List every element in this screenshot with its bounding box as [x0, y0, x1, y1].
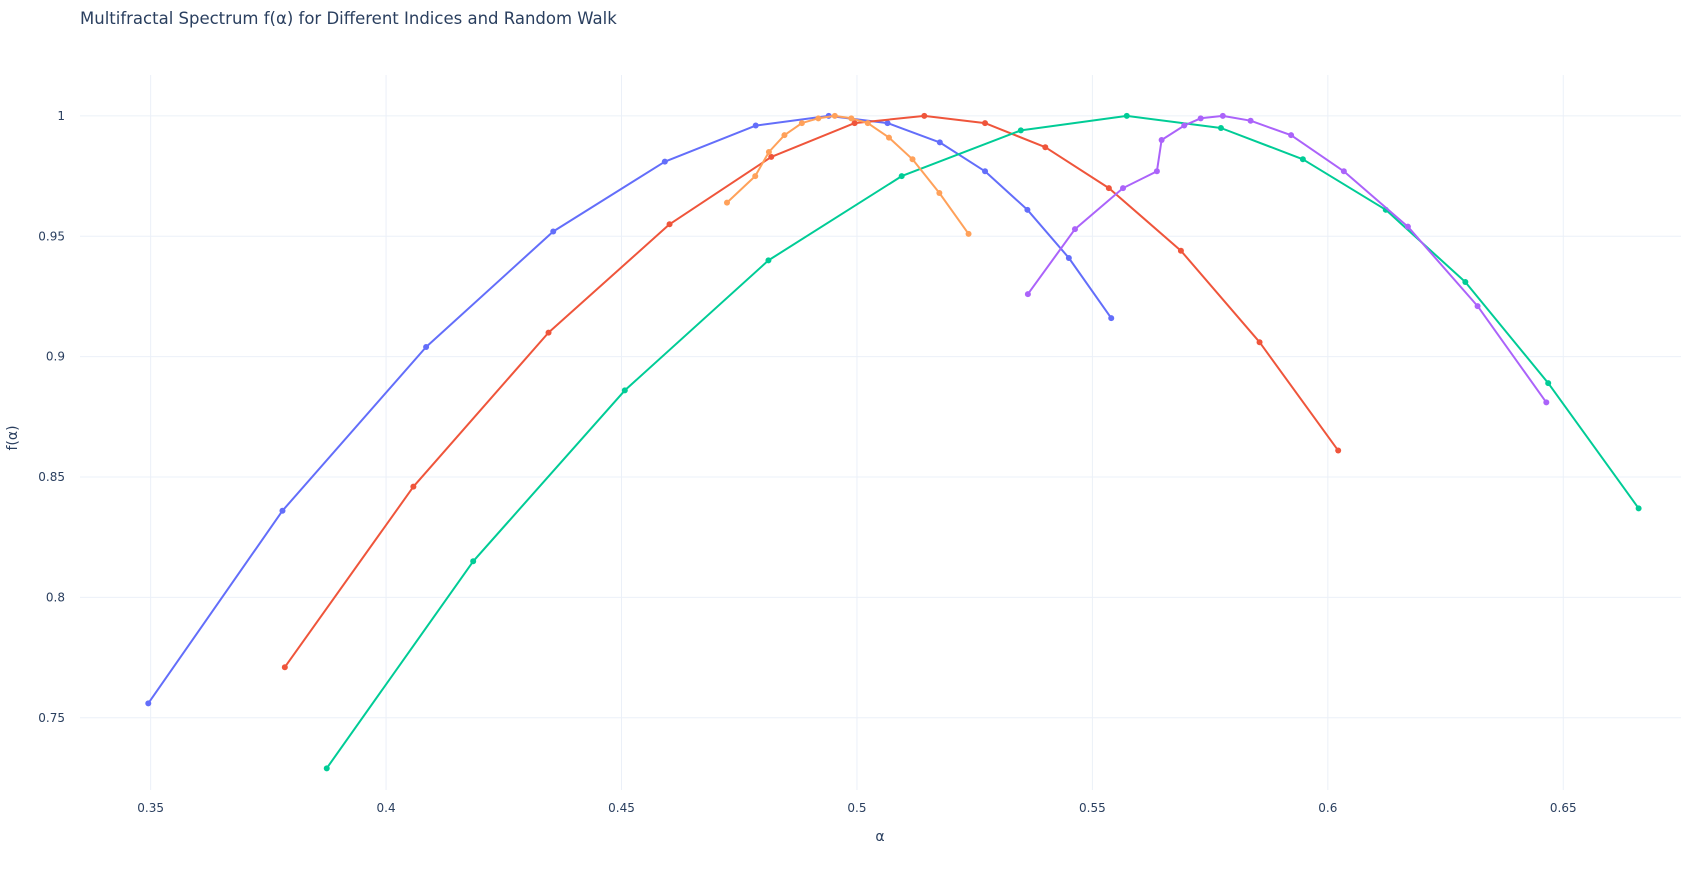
series-1 [145, 112, 1115, 707]
data-point [281, 664, 288, 671]
data-point [1299, 156, 1306, 163]
chart-title: Multifractal Spectrum f(α) for Different… [80, 9, 617, 28]
data-point [781, 132, 788, 139]
data-point [831, 112, 838, 119]
data-point [1108, 315, 1115, 322]
data-point [723, 199, 730, 206]
data-point [936, 139, 943, 146]
data-point [752, 173, 759, 180]
data-point [1042, 144, 1049, 151]
y-tick-label: 0.95 [38, 229, 65, 243]
data-point [1219, 112, 1226, 119]
grid [80, 75, 1681, 790]
data-point [1404, 223, 1411, 230]
data-point [1340, 168, 1347, 175]
data-point [864, 120, 871, 127]
y-axis-title: f(α) [5, 425, 21, 450]
series-line [147, 114, 1113, 704]
data-point [545, 329, 552, 336]
data-point [621, 387, 628, 394]
data-point [470, 558, 477, 565]
data-point [323, 765, 330, 772]
series-3 [323, 112, 1642, 772]
data-point [1474, 303, 1481, 310]
data-point [1120, 185, 1127, 192]
y-tick-label: 0.85 [38, 470, 65, 484]
x-tick-label: 0.5 [847, 801, 866, 815]
data-point [423, 344, 430, 351]
x-tick-label: 0.45 [608, 801, 635, 815]
data-point [1105, 185, 1112, 192]
data-point [279, 507, 286, 514]
x-axis-title: α [875, 829, 884, 845]
data-point [1247, 117, 1254, 124]
y-tick-label: 1 [57, 109, 65, 123]
data-point [1177, 247, 1184, 254]
data-point [1256, 339, 1263, 346]
data-point [965, 230, 972, 237]
series-2 [281, 112, 1342, 671]
data-point [765, 257, 772, 264]
x-axis-ticks: 0.35 0.4 0.45 0.5 0.55 0.6 0.65 [137, 801, 1576, 815]
data-point [1158, 137, 1165, 143]
data-point [982, 120, 989, 127]
data-point [1024, 206, 1031, 213]
x-tick-label: 0.6 [1318, 801, 1337, 815]
data-point [885, 134, 892, 141]
data-point [1635, 505, 1642, 512]
series-layer [145, 112, 1642, 772]
y-axis-ticks: 0.75 0.8 0.85 0.9 0.95 1 [38, 109, 65, 725]
data-point [1153, 168, 1160, 175]
y-tick-label: 0.75 [38, 711, 65, 725]
data-point [815, 115, 822, 122]
data-point [1543, 399, 1550, 406]
series-line [325, 114, 1640, 769]
data-point [1181, 122, 1188, 129]
series-line [1027, 114, 1548, 403]
data-point [909, 156, 916, 163]
data-point [765, 149, 772, 156]
data-point [1197, 115, 1204, 122]
data-point [848, 115, 855, 122]
data-point [768, 153, 775, 160]
data-point [145, 700, 152, 707]
x-tick-label: 0.65 [1550, 801, 1577, 815]
data-point [898, 173, 905, 180]
data-point [1071, 226, 1078, 233]
data-point [798, 120, 805, 127]
data-point [1545, 380, 1552, 387]
data-point [1462, 279, 1469, 286]
data-point [752, 122, 759, 129]
data-point [851, 120, 858, 127]
data-point [410, 483, 417, 490]
data-point [936, 189, 943, 196]
data-point [666, 221, 673, 228]
data-point [661, 158, 668, 165]
data-point [884, 120, 891, 127]
data-point [1288, 132, 1295, 139]
data-point [1217, 124, 1224, 131]
data-point [1024, 291, 1031, 298]
data-point [1017, 127, 1024, 134]
series-5 [723, 112, 972, 237]
data-point [1123, 112, 1130, 119]
series-4 [1024, 112, 1550, 406]
series-line [726, 114, 970, 235]
x-tick-label: 0.4 [377, 801, 396, 815]
data-point [1065, 254, 1072, 261]
data-point [1335, 447, 1342, 454]
x-tick-label: 0.55 [1079, 801, 1106, 815]
x-tick-label: 0.35 [137, 801, 164, 815]
y-tick-label: 0.9 [46, 350, 65, 364]
series-line [283, 114, 1340, 668]
data-point [982, 168, 989, 175]
y-tick-label: 0.8 [46, 590, 65, 604]
data-point [921, 112, 928, 119]
data-point [550, 228, 557, 235]
